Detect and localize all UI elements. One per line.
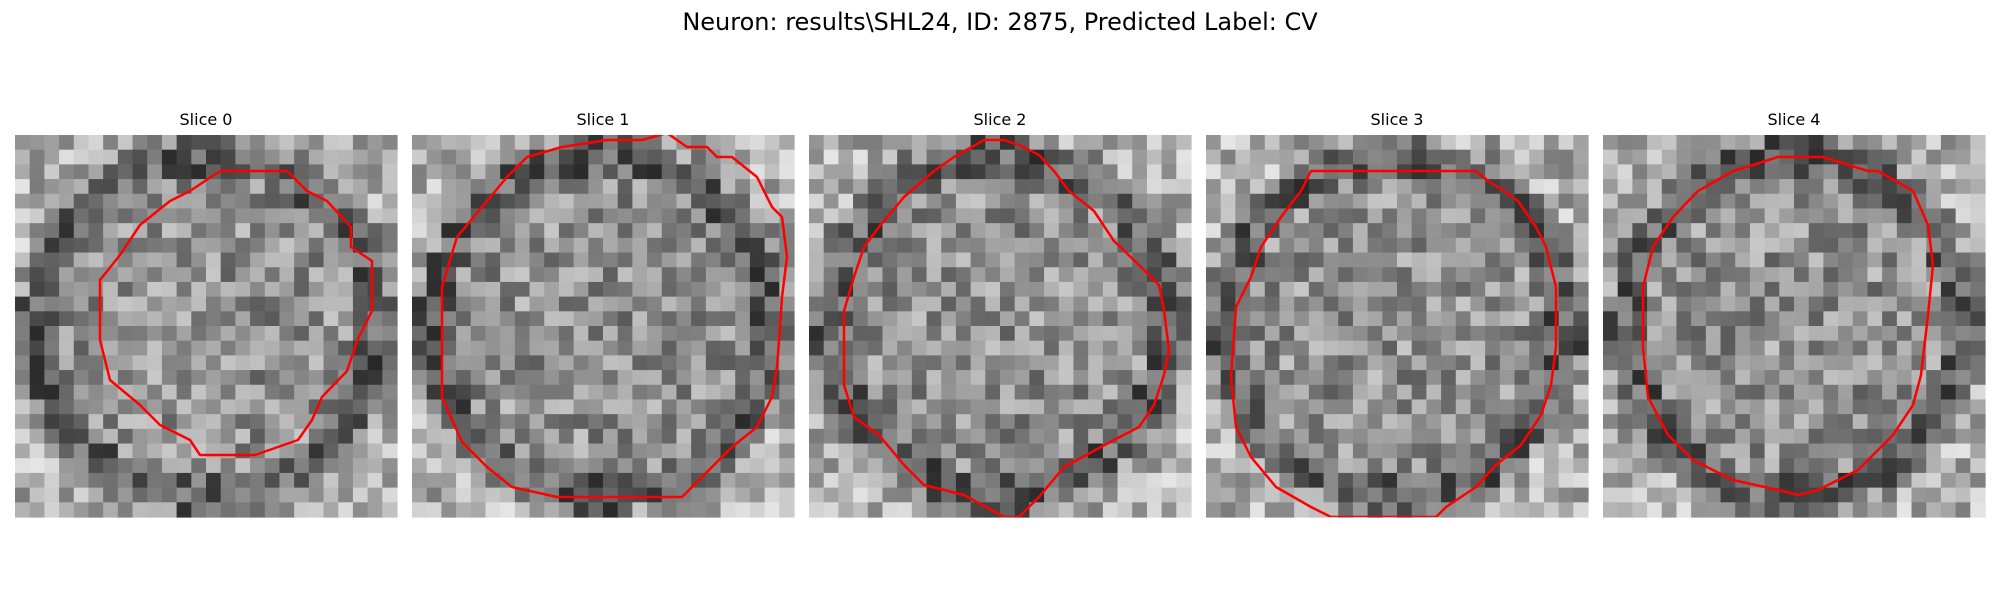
- slice-3-image: [1206, 135, 1589, 518]
- slice-0-label: Slice 0: [179, 110, 233, 129]
- slice-1-image: [412, 135, 795, 518]
- slice-0-image: [15, 135, 398, 518]
- slice-4-label: Slice 4: [1767, 110, 1821, 129]
- figure-title: Neuron: results\SHL24, ID: 2875, Predict…: [682, 8, 1318, 36]
- slice-3-label: Slice 3: [1370, 110, 1424, 129]
- slice-2-contour: [842, 138, 1171, 517]
- slice-1-contour: [440, 135, 789, 499]
- slice-4-contour: [1641, 155, 1935, 497]
- slice-0-contour: [98, 169, 374, 457]
- slice-2-image: [809, 135, 1192, 518]
- slice-2-label: Slice 2: [973, 110, 1027, 129]
- slice-4-image: [1603, 135, 1986, 518]
- slice-3-contour: [1229, 169, 1558, 517]
- slice-1-label: Slice 1: [576, 110, 630, 129]
